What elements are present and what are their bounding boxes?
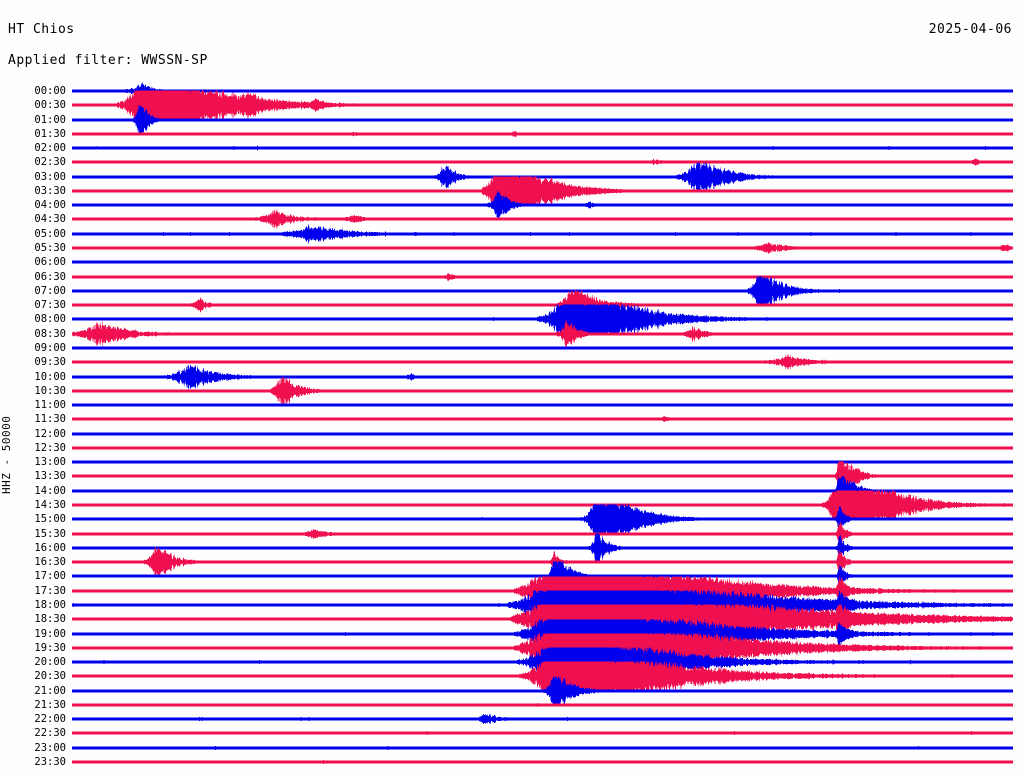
trace-row <box>72 304 1013 335</box>
time-tick-label: 07:00 <box>34 284 66 297</box>
time-tick-label: 21:00 <box>34 684 66 697</box>
trace-row <box>72 547 1013 577</box>
time-tick-label: 02:00 <box>34 142 66 155</box>
time-tick-label: 12:00 <box>34 427 66 440</box>
trace-row <box>72 404 1013 434</box>
time-tick-label: 08:00 <box>34 313 66 326</box>
trace-row <box>72 290 1013 320</box>
time-tick-label: 04:00 <box>34 199 66 212</box>
trace-row <box>72 262 1013 292</box>
time-tick-label: 06:30 <box>34 270 66 283</box>
time-tick-label: 09:30 <box>34 356 66 369</box>
time-tick-label: 17:30 <box>34 584 66 597</box>
time-tick-label: 05:30 <box>34 242 66 255</box>
plot-date: 2025-04-06 <box>928 22 1012 37</box>
station-name: HT Chios <box>8 22 75 37</box>
time-tick-label: 05:00 <box>34 227 66 240</box>
trace-row <box>72 433 1013 463</box>
trace-row <box>72 247 1013 277</box>
time-tick-label: 08:30 <box>34 327 66 340</box>
trace-row <box>72 390 1013 420</box>
trace-row <box>72 219 1013 249</box>
time-tick-label: 11:00 <box>34 399 66 412</box>
trace-row <box>72 318 1013 349</box>
trace-row <box>72 104 1013 135</box>
time-tick-label: 23:30 <box>34 756 66 768</box>
trace-row <box>72 661 1013 692</box>
time-tick-label: 11:30 <box>34 413 66 426</box>
trace-row <box>72 718 1013 748</box>
time-tick-label: 10:00 <box>34 370 66 383</box>
time-tick-label: 14:30 <box>34 499 66 512</box>
time-tick-label: 01:30 <box>34 127 66 140</box>
trace-row <box>72 147 1013 177</box>
time-tick-label: 15:30 <box>34 527 66 540</box>
trace-row <box>72 76 1013 106</box>
trace-row <box>72 747 1013 777</box>
trace-row <box>72 533 1013 563</box>
time-tick-label: 19:00 <box>34 627 66 640</box>
trace-row <box>72 504 1013 534</box>
time-tick-label: 13:00 <box>34 456 66 469</box>
trace-row <box>72 476 1013 506</box>
trace-row <box>72 161 1013 192</box>
trace-row <box>72 704 1013 734</box>
applied-filter-label: Applied filter: WWSSN-SP <box>8 53 208 68</box>
time-tick-label: 18:30 <box>34 613 66 626</box>
time-tick-label: 03:30 <box>34 184 66 197</box>
trace-row <box>72 362 1013 392</box>
trace-row <box>72 276 1013 306</box>
time-tick-label: 06:00 <box>34 256 66 269</box>
time-tick-label: 04:30 <box>34 213 66 226</box>
time-tick-label: 16:30 <box>34 556 66 569</box>
time-tick-label: 15:00 <box>34 513 66 526</box>
time-tick-label: 18:00 <box>34 598 66 611</box>
trace-row <box>72 176 1013 206</box>
helicorder-trace-area <box>72 81 1013 772</box>
time-tick-label: 00:00 <box>34 85 66 97</box>
time-tick-label: 10:30 <box>34 384 66 397</box>
trace-row <box>72 233 1013 263</box>
trace-row <box>72 733 1013 763</box>
trace-row <box>72 333 1013 363</box>
time-tick-label: 17:00 <box>34 570 66 583</box>
trace-row <box>72 461 1013 492</box>
time-tick-label: 21:30 <box>34 698 66 711</box>
time-tick-label: 03:00 <box>34 170 66 183</box>
time-axis: 00:00 00:30 01:00 01:30 02:00 02:30 03:00 03:30… <box>0 0 70 780</box>
time-tick-label: 19:30 <box>34 641 66 654</box>
time-tick-label: 01:00 <box>34 113 66 126</box>
time-tick-label: 22:00 <box>34 713 66 726</box>
trace-row <box>72 419 1013 449</box>
trace-row <box>72 376 1013 406</box>
trace-row <box>72 119 1013 149</box>
trace-row <box>72 204 1013 234</box>
time-tick-label: 07:30 <box>34 299 66 312</box>
trace-row <box>72 690 1013 720</box>
trace-row <box>72 190 1013 220</box>
trace-row <box>72 447 1013 477</box>
time-tick-label: 16:00 <box>34 541 66 554</box>
time-tick-label: 09:00 <box>34 341 66 354</box>
time-tick-label: 20:30 <box>34 670 66 683</box>
time-tick-label: 20:00 <box>34 656 66 669</box>
trace-row <box>72 90 1013 120</box>
time-tick-label: 02:30 <box>34 156 66 169</box>
trace-row <box>72 133 1013 163</box>
time-tick-label: 22:30 <box>34 727 66 740</box>
time-tick-label: 23:00 <box>34 741 66 754</box>
trace-row <box>72 347 1013 377</box>
time-tick-label: 13:30 <box>34 470 66 483</box>
trace-row <box>72 675 1013 706</box>
trace-row <box>72 519 1013 549</box>
trace-row <box>72 490 1013 520</box>
time-tick-label: 14:00 <box>34 484 66 497</box>
time-tick-label: 12:30 <box>34 441 66 454</box>
time-tick-label: 00:30 <box>34 99 66 112</box>
